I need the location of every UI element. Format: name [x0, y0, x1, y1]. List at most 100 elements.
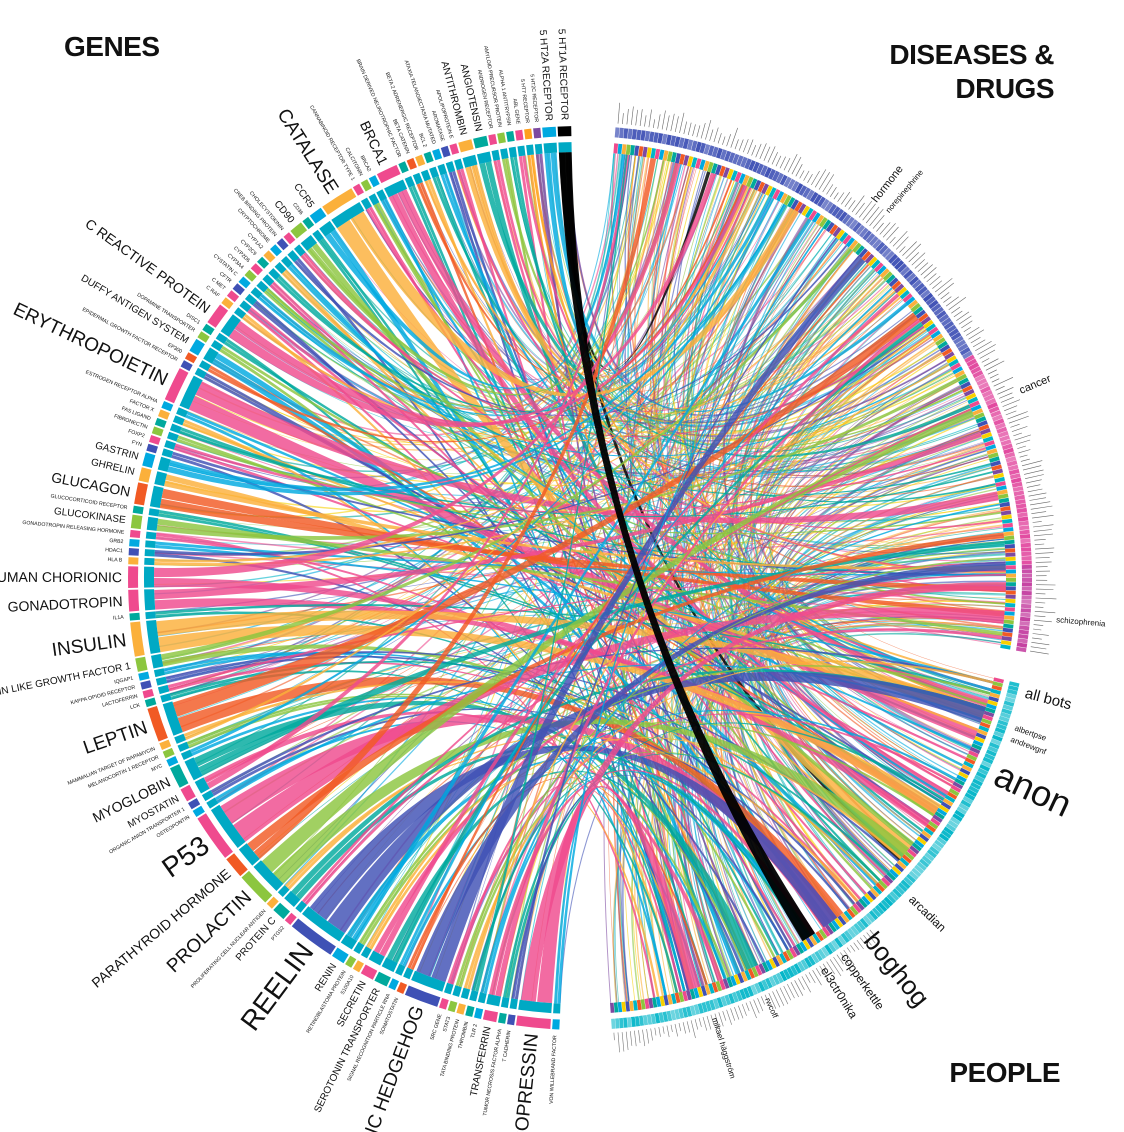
people-arc: [814, 950, 823, 962]
disease-tick-label: [1032, 637, 1042, 640]
gene-arc: [552, 1019, 560, 1030]
disease-inner-arc: [670, 152, 677, 163]
gene-inner-arc: [157, 456, 171, 472]
gene-inner-arc: [145, 531, 157, 540]
disease-arc: [627, 128, 633, 139]
disease-tick-label: [787, 153, 798, 173]
people-inner-arc: [938, 804, 950, 813]
disease-inner-arc: [928, 326, 939, 336]
people-arc: [934, 839, 945, 849]
disease-arc: [1019, 534, 1031, 539]
disease-inner-arc: [885, 274, 896, 284]
disease-tick-label: [635, 109, 638, 126]
people-tick-label: [772, 991, 781, 1008]
people-arc: [883, 896, 894, 907]
people-inner-arc: [633, 1000, 638, 1011]
people-arc: [886, 893, 897, 904]
people-arc: [914, 864, 925, 874]
gene-arc: [257, 256, 270, 269]
disease-inner-arc: [913, 306, 924, 316]
disease-arc: [1010, 477, 1022, 484]
gene-inner-arc: [287, 250, 300, 263]
people-arc: [686, 1006, 693, 1017]
disease-tick-label: [844, 197, 852, 207]
gene-ribbon: [386, 770, 752, 970]
disease-tick-label: [747, 139, 754, 155]
disease-arc: [640, 130, 646, 141]
disease-arc: [686, 139, 694, 151]
people-inner-arc: [613, 1002, 619, 1013]
people-inner-arc: [875, 882, 885, 893]
disease-tick-label: [923, 267, 937, 279]
people-arc: [982, 756, 994, 765]
gene-label: 5 HT2C RECEPTOR: [529, 74, 540, 123]
people-arc: [977, 767, 989, 776]
gene-inner-arc: [395, 963, 406, 976]
disease-arc: [1020, 608, 1031, 613]
disease-tick-label: [833, 192, 839, 200]
disease-arc: [906, 272, 917, 283]
people-arc: [956, 806, 967, 815]
gene-inner-arc: [164, 440, 176, 450]
gene-arc: [184, 352, 198, 364]
people-inner-arc: [802, 939, 811, 950]
disease-tick-label: [999, 392, 1013, 399]
people-inner-arc: [747, 968, 756, 979]
disease-arc: [999, 435, 1010, 442]
disease-tick-label: [1024, 469, 1044, 475]
disease-tick-label: [730, 127, 738, 148]
people-tick-label: [779, 987, 789, 1005]
people-inner-arc: [768, 958, 777, 969]
disease-inner-arc: [861, 250, 872, 261]
gene-inner-arc: [146, 516, 159, 531]
section-title-diseases-drugs: DISEASES & DRUGS: [889, 38, 1054, 106]
disease-arc: [911, 279, 922, 289]
disease-arc: [1012, 486, 1024, 492]
disease-arc: [957, 343, 969, 352]
gene-arc: [170, 764, 189, 788]
people-arc: [945, 823, 957, 832]
disease-tick-label: [648, 109, 652, 128]
disease-tick-label: [977, 344, 996, 355]
disease-tick-label: [892, 230, 908, 247]
gene-inner-arc: [445, 161, 456, 173]
people-inner-arc: [849, 905, 859, 916]
disease-arc: [948, 328, 959, 338]
disease-tick-label: [1030, 501, 1051, 506]
gene-ribbon: [537, 786, 701, 1004]
disease-tick-label: [1019, 454, 1028, 458]
gene-ribbon: [165, 474, 986, 712]
people-arc: [724, 994, 732, 1006]
disease-tick-label: [963, 326, 971, 332]
people-arc: [931, 842, 942, 852]
disease-arc: [1021, 599, 1032, 604]
gene-arc: [263, 250, 276, 263]
people-tick-label: [650, 1028, 653, 1041]
gene-inner-arc: [250, 287, 263, 299]
disease-arc: [820, 198, 830, 210]
disease-inner-arc: [997, 489, 1008, 496]
gene-arc: [146, 443, 158, 454]
disease-chord: [162, 597, 1006, 664]
disease-tick-label: [993, 377, 1014, 387]
gene-inner-arc: [220, 314, 241, 337]
disease-arc: [813, 194, 823, 205]
disease-arc: [1017, 516, 1029, 522]
people-tick-label: [808, 972, 816, 984]
people-arc: [830, 939, 840, 951]
disease-tick-label: [1021, 460, 1043, 467]
disease-inner-arc: [858, 248, 868, 259]
people-tick-label: [613, 1032, 615, 1041]
disease-arc: [1016, 642, 1028, 648]
disease-arc: [764, 167, 772, 178]
people-arc: [862, 915, 872, 926]
disease-tick-label: [1028, 492, 1047, 497]
disease-inner-arc: [999, 501, 1010, 508]
disease-inner-arc: [950, 362, 961, 371]
people-arc: [615, 1018, 620, 1029]
disease-inner-arc: [962, 385, 973, 393]
disease-tick-label: [687, 122, 692, 136]
disease-tick-label: [1033, 524, 1054, 528]
disease-tick-label: [937, 282, 954, 296]
people-arc: [650, 1013, 657, 1025]
